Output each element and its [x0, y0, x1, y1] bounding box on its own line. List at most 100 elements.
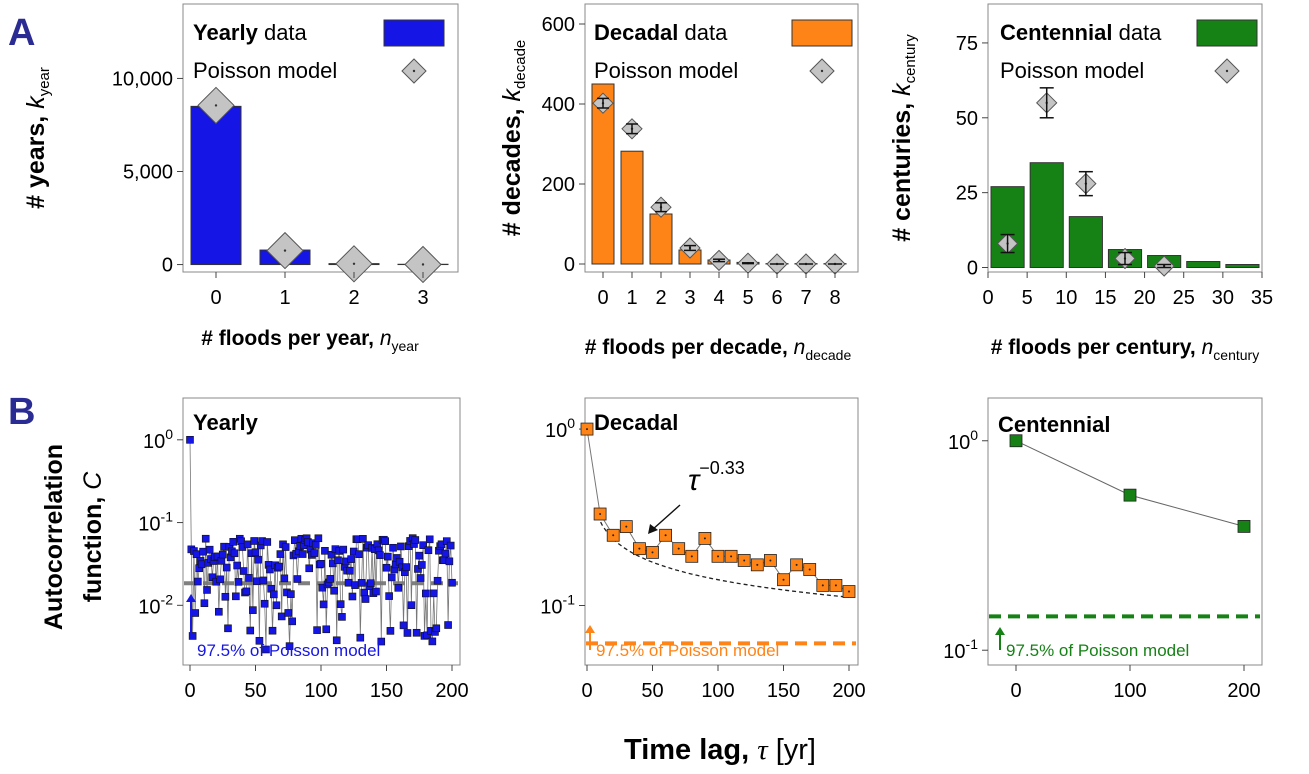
y-tick-label-0: 100 — [948, 427, 978, 454]
point-dot-16 — [795, 563, 798, 566]
point-37 — [234, 578, 243, 586]
threshold-arrowhead — [585, 625, 595, 633]
point-133 — [360, 588, 369, 597]
x-tick-label-7: 7 — [800, 287, 811, 309]
point-49 — [250, 537, 258, 545]
y-axis-label-line2: function, C — [79, 471, 107, 602]
point-76 — [285, 642, 294, 650]
point-33 — [229, 538, 238, 546]
point-24 — [217, 557, 226, 565]
point-155 — [389, 543, 397, 552]
point-dot-9 — [703, 537, 706, 540]
x-tick-label-3: 150 — [370, 680, 403, 702]
point-132 — [359, 535, 367, 543]
point-15 — [205, 545, 214, 554]
x-tick-label-1: 5 — [1022, 287, 1033, 309]
point-dot-18 — [821, 584, 824, 587]
point-163 — [399, 621, 408, 630]
bar-0 — [591, 83, 615, 265]
power-law-arrowhead — [648, 524, 658, 534]
point-44 — [243, 540, 252, 549]
panel-title: Centennial — [998, 412, 1110, 437]
x-axis-label: # floods per decade, ndecade — [585, 336, 852, 363]
legend-poisson-marker-dot — [1225, 69, 1229, 73]
x-axis-label: Time lag, τ [yr] — [624, 734, 816, 766]
point-122 — [346, 566, 354, 575]
y-tick-label-1: 200 — [542, 174, 575, 196]
point-27 — [221, 592, 230, 601]
point-159 — [394, 584, 403, 592]
point-124 — [348, 592, 357, 601]
point-77 — [287, 590, 295, 598]
point-dot-19 — [834, 584, 837, 587]
x-tick-label-6: 6 — [771, 287, 782, 309]
threshold-arrowhead — [186, 594, 196, 602]
bar-5-10 — [1029, 162, 1064, 269]
point-61 — [266, 565, 274, 574]
point-189 — [433, 576, 442, 585]
x-tick-label-3: 15 — [1094, 287, 1116, 309]
y-tick-label-0: 0 — [162, 255, 173, 277]
point-123 — [347, 555, 355, 563]
point-82 — [293, 575, 302, 583]
x-tick-label-2: 10 — [1055, 287, 1077, 309]
point-117 — [339, 545, 348, 554]
point-110 — [330, 586, 338, 595]
point-22 — [215, 607, 223, 616]
x-tick-label-3: 3 — [417, 287, 428, 309]
point-58 — [262, 645, 270, 654]
point-73 — [281, 543, 290, 551]
point-129 — [355, 550, 363, 558]
point-126 — [351, 581, 359, 589]
point-138 — [366, 579, 375, 587]
point-196 — [442, 537, 451, 545]
panel-label-a: A — [8, 12, 35, 54]
poisson-marker-1-dot — [283, 249, 287, 252]
plot-frame — [987, 3, 1263, 273]
point-102 — [319, 600, 328, 609]
point-180 — [421, 589, 430, 598]
point-182 — [424, 546, 433, 555]
point-131 — [357, 579, 366, 587]
x-tick-label-1: 100 — [1113, 680, 1146, 702]
y-tick-label-1: 10-1 — [943, 636, 978, 663]
y-tick-label-2: 10,000 — [112, 68, 173, 90]
point-186 — [429, 589, 438, 598]
point-72 — [280, 574, 289, 583]
point-50 — [251, 548, 260, 557]
point-96 — [311, 540, 320, 549]
point-9 — [197, 560, 206, 569]
point-57 — [260, 599, 269, 608]
point-145 — [376, 551, 384, 559]
power-law-label: τ−0.33 — [688, 458, 745, 497]
plot-frame — [987, 397, 1263, 666]
point-112 — [332, 636, 341, 645]
legend-poisson-marker-dot — [820, 69, 824, 73]
point-dot-6 — [664, 534, 667, 537]
y-tick-label-0: 100 — [143, 426, 173, 453]
legend-data-label: Decadal data — [594, 20, 728, 45]
point-0 — [186, 436, 194, 444]
point-150 — [382, 563, 391, 572]
point-dot-3 — [625, 525, 628, 528]
point-25 — [218, 550, 227, 559]
point-4 — [191, 609, 200, 617]
legend-data-swatch — [383, 19, 445, 47]
point-153 — [386, 627, 395, 635]
legend-data-swatch — [1196, 19, 1258, 47]
panel-label-b: B — [8, 391, 35, 433]
point-175 — [415, 551, 424, 560]
point-dot-17 — [808, 568, 811, 571]
bar-2 — [649, 213, 673, 265]
point-178 — [419, 541, 427, 549]
chart-a-centennial: 0 25 50 75 0 5 10 15 20 25 30 35 Centennial data Pois… — [888, 3, 1273, 363]
point-146 — [377, 637, 386, 646]
point-48 — [249, 606, 257, 614]
point-dot-0 — [586, 428, 588, 431]
point-151 — [384, 552, 392, 561]
point-10 — [199, 547, 207, 556]
x-tick-label-2: 100 — [304, 680, 337, 702]
x-tick-label-2: 2 — [348, 287, 359, 309]
bar-30-35 — [1225, 264, 1260, 269]
